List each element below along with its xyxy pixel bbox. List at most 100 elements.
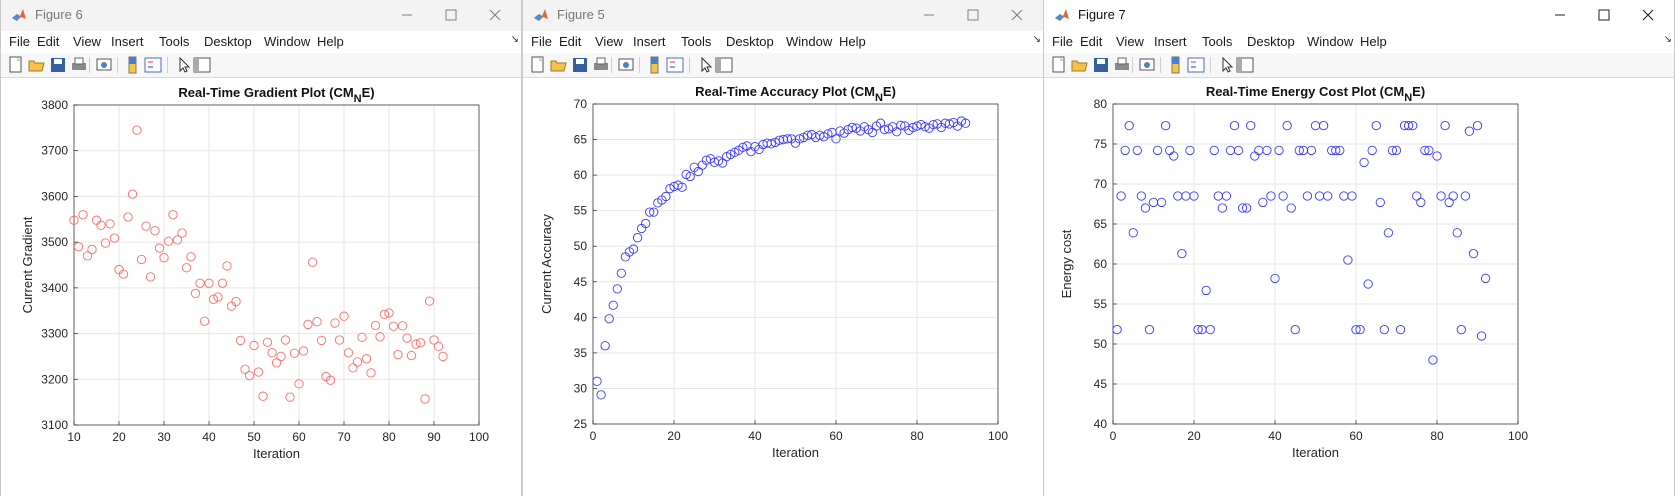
y-tick-label: 50	[574, 239, 588, 253]
data-point	[1282, 120, 1292, 131]
dock-arrow-icon[interactable]: ↘	[510, 34, 519, 45]
menu-window[interactable]: Window	[264, 34, 311, 49]
data-point	[357, 332, 367, 342]
menu-file[interactable]: File	[9, 34, 30, 49]
data-point	[1331, 145, 1341, 156]
title-bar[interactable]: Figure 7	[1044, 0, 1674, 31]
menu-desktop[interactable]: Desktop	[204, 34, 252, 49]
menu-view[interactable]: View	[73, 34, 101, 49]
legend-icon[interactable]	[1187, 56, 1205, 74]
figure-window[interactable]: Figure 5 File Edit View Insert Tools Desktop Wi…	[522, 0, 1044, 496]
link-plot-icon[interactable]	[618, 56, 636, 74]
colorbar-icon[interactable]	[645, 56, 663, 74]
x-tick-label: 10	[67, 430, 81, 444]
menu-edit[interactable]: Edit	[37, 34, 60, 49]
new-figure-icon[interactable]	[1050, 56, 1068, 74]
property-inspector-icon[interactable]	[1236, 56, 1254, 74]
data-point	[136, 254, 147, 265]
dock-arrow-icon[interactable]: ↘	[1663, 34, 1672, 45]
save-icon[interactable]	[49, 56, 67, 74]
menu-window[interactable]: Window	[786, 34, 833, 49]
edit-plot-pointer-icon[interactable]	[697, 56, 715, 74]
data-point	[1391, 145, 1402, 156]
menu-view[interactable]: View	[1116, 34, 1144, 49]
menu-edit[interactable]: Edit	[1080, 34, 1103, 49]
close-button[interactable]	[473, 2, 517, 28]
plot-area	[593, 104, 998, 424]
new-figure-icon[interactable]	[529, 56, 547, 74]
data-point	[69, 215, 79, 225]
menu-view[interactable]: View	[595, 34, 623, 49]
x-axis-label: Iteration	[1292, 445, 1339, 460]
menu-tools[interactable]: Tools	[159, 34, 190, 49]
link-plot-icon[interactable]	[1139, 56, 1157, 74]
data-point	[1424, 145, 1434, 156]
menu-help[interactable]: Help	[839, 34, 866, 49]
dock-arrow-icon[interactable]: ↘	[1032, 34, 1041, 45]
menu-file[interactable]: File	[531, 34, 552, 49]
matlab-logo-icon	[12, 9, 26, 21]
toolbar-separator	[89, 57, 90, 73]
open-file-icon[interactable]	[28, 56, 46, 74]
data-point	[249, 340, 259, 351]
title-bar[interactable]: Figure 6	[1, 0, 521, 31]
y-tick-label: 3300	[41, 327, 68, 341]
print-icon[interactable]	[70, 56, 88, 74]
colorbar-icon[interactable]	[1166, 56, 1184, 74]
edit-plot-pointer-icon[interactable]	[175, 56, 193, 74]
minimize-button[interactable]	[907, 2, 951, 28]
data-point	[348, 363, 358, 373]
open-file-icon[interactable]	[1071, 56, 1089, 74]
close-button[interactable]	[995, 2, 1039, 28]
print-icon[interactable]	[1113, 56, 1131, 74]
save-icon[interactable]	[1092, 56, 1110, 74]
minimize-button[interactable]	[1538, 2, 1582, 28]
menu-tools[interactable]: Tools	[681, 34, 712, 49]
data-point	[1448, 191, 1458, 201]
x-tick-label: 80	[1430, 429, 1444, 443]
maximize-button[interactable]	[951, 2, 995, 28]
data-point	[1116, 191, 1126, 201]
data-point	[1464, 126, 1475, 136]
menu-desktop[interactable]: Desktop	[1247, 34, 1295, 49]
save-icon[interactable]	[571, 56, 589, 74]
colorbar-icon[interactable]	[123, 56, 141, 74]
menu-help[interactable]: Help	[317, 34, 344, 49]
edit-plot-pointer-icon[interactable]	[1218, 56, 1236, 74]
data-point	[1112, 324, 1122, 335]
open-file-icon[interactable]	[550, 56, 568, 74]
figure-window[interactable]: Figure 6 File Edit View Insert Tools Desktop Wi…	[0, 0, 522, 496]
new-figure-icon[interactable]	[7, 56, 25, 74]
x-tick-label: 0	[590, 429, 597, 443]
data-point	[1318, 120, 1329, 131]
data-point	[1124, 120, 1134, 131]
menu-tools[interactable]: Tools	[1202, 34, 1233, 49]
menu-insert[interactable]: Insert	[1154, 34, 1187, 49]
menu-insert[interactable]: Insert	[633, 34, 666, 49]
data-point	[1120, 145, 1130, 156]
property-inspector-icon[interactable]	[715, 56, 733, 74]
print-icon[interactable]	[592, 56, 610, 74]
legend-icon[interactable]	[144, 56, 162, 74]
maximize-button[interactable]	[429, 2, 473, 28]
menu-desktop[interactable]: Desktop	[726, 34, 774, 49]
menu-insert[interactable]: Insert	[111, 34, 144, 49]
data-point	[1189, 191, 1199, 201]
menu-edit[interactable]: Edit	[559, 34, 582, 49]
figure-canvas: 0 20 40 60 80 100 25 30 35 40 45 50 55 60 65 70 Real-Tim…	[523, 78, 1043, 496]
menu-window[interactable]: Window	[1307, 34, 1354, 49]
figure-window[interactable]: Figure 7 File Edit View Insert Tools Desktop Wi…	[1043, 0, 1675, 496]
link-plot-icon[interactable]	[96, 56, 114, 74]
data-point	[782, 134, 793, 144]
menu-file[interactable]: File	[1052, 34, 1073, 49]
minimize-button[interactable]	[385, 2, 429, 28]
data-point	[1395, 324, 1406, 335]
x-tick-label: 70	[337, 430, 351, 444]
menu-help[interactable]: Help	[1360, 34, 1387, 49]
legend-icon[interactable]	[666, 56, 684, 74]
close-button[interactable]	[1626, 2, 1670, 28]
data-point	[641, 218, 651, 229]
title-bar[interactable]: Figure 5	[523, 0, 1043, 31]
maximize-button[interactable]	[1582, 2, 1626, 28]
property-inspector-icon[interactable]	[193, 56, 211, 74]
